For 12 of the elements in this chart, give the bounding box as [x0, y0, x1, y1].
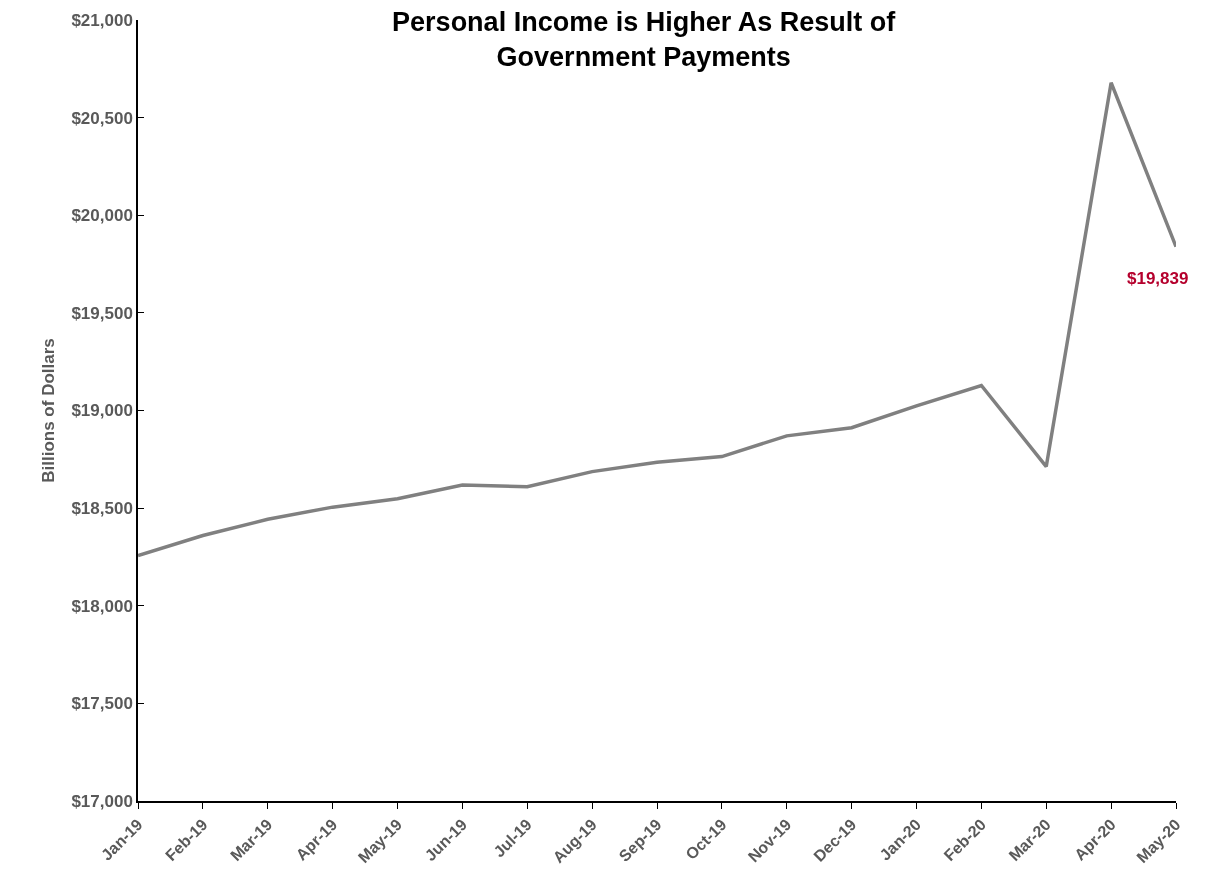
chart-title: Personal Income is Higher As Result of Government Payments	[392, 6, 897, 72]
y-tick-label: $18,500	[71, 499, 133, 519]
y-tick-label: $20,000	[71, 206, 133, 226]
y-axis-title: Billions of Dollars	[39, 338, 59, 483]
y-tick-label: $18,000	[71, 596, 133, 616]
data-label: $19,839	[1127, 269, 1189, 288]
y-tick-label: $19,500	[71, 303, 133, 323]
y-tick-label: $21,000	[71, 10, 133, 30]
y-tick-label: $17,000	[71, 791, 133, 811]
y-tick-label: $17,500	[71, 694, 133, 714]
y-tick-label: $20,500	[71, 108, 133, 128]
y-tick-label: $19,000	[71, 401, 133, 421]
